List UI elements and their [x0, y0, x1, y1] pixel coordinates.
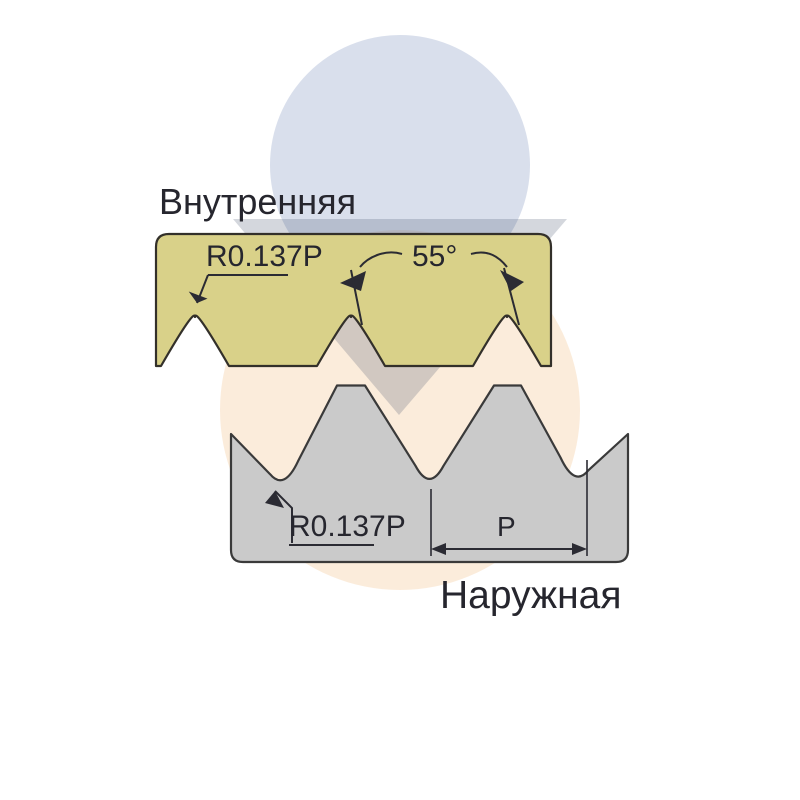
svg-text:R0.137P: R0.137P — [289, 510, 406, 543]
svg-text:Наружная: Наружная — [440, 574, 621, 617]
svg-text:P: P — [497, 511, 516, 542]
svg-text:55°: 55° — [412, 240, 457, 273]
svg-text:R0.137P: R0.137P — [206, 240, 323, 273]
svg-text:Внутренняя: Внутренняя — [159, 181, 356, 222]
